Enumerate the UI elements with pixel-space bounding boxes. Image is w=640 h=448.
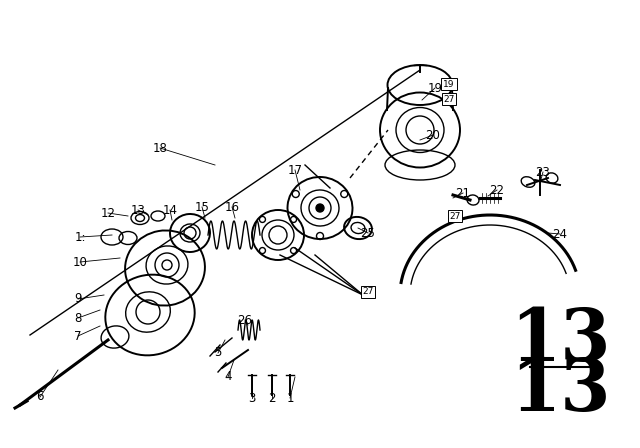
Text: 1:: 1: — [74, 231, 86, 244]
Text: 21: 21 — [456, 186, 470, 199]
Text: 6: 6 — [36, 391, 44, 404]
Text: 14: 14 — [163, 203, 177, 216]
Text: 1: 1 — [286, 392, 294, 405]
Text: 15: 15 — [195, 201, 209, 214]
Text: 5: 5 — [214, 346, 221, 359]
Circle shape — [316, 204, 324, 212]
Text: 10: 10 — [72, 255, 88, 268]
Text: 23: 23 — [536, 165, 550, 178]
Text: 7: 7 — [74, 329, 82, 343]
Text: 13: 13 — [131, 203, 145, 216]
Text: 17: 17 — [287, 164, 303, 177]
Text: 26: 26 — [237, 314, 253, 327]
Text: 24: 24 — [552, 228, 568, 241]
Text: 13: 13 — [509, 305, 611, 375]
Text: 25: 25 — [360, 227, 376, 240]
Text: 22: 22 — [490, 184, 504, 197]
Text: 8: 8 — [74, 311, 82, 324]
Text: 4: 4 — [224, 370, 232, 383]
Text: 18: 18 — [152, 142, 168, 155]
Text: 9: 9 — [74, 293, 82, 306]
Text: 12: 12 — [100, 207, 115, 220]
Text: 16: 16 — [225, 201, 239, 214]
Text: 19: 19 — [428, 82, 442, 95]
Text: 27: 27 — [362, 288, 374, 297]
Text: 19: 19 — [444, 79, 455, 89]
Text: 27: 27 — [449, 211, 461, 220]
Text: 13: 13 — [509, 354, 611, 426]
Text: 2: 2 — [268, 392, 276, 405]
Text: 27: 27 — [444, 95, 454, 103]
Text: 20: 20 — [426, 129, 440, 142]
Text: 3: 3 — [248, 392, 256, 405]
